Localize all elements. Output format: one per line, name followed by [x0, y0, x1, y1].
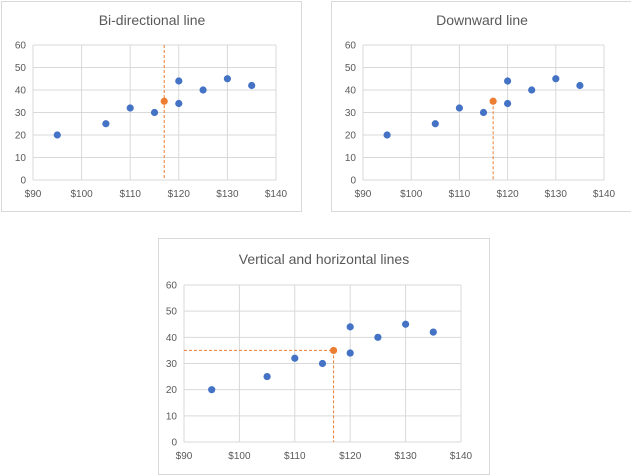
- data-point: [150, 108, 159, 117]
- data-point: [175, 99, 183, 108]
- y-tick-label: 40: [345, 86, 357, 97]
- data-point: [126, 104, 134, 112]
- y-tick-label: 10: [166, 411, 178, 422]
- data-point: [346, 323, 354, 331]
- x-tick-label: $120: [168, 189, 191, 200]
- data-point: [263, 372, 271, 381]
- chart-svg: Vertical and horizontal lines 0 10 20 30 40 50…: [166, 251, 473, 462]
- y-tick-label: 30: [166, 359, 178, 370]
- x-tick-label: $90: [176, 451, 193, 462]
- data-point: [504, 77, 512, 85]
- data-point: [402, 320, 410, 328]
- x-tick-label: $130: [394, 451, 417, 462]
- data-point: [552, 75, 560, 83]
- data-point: [528, 86, 536, 94]
- x-tick-label: $110: [284, 451, 306, 462]
- chart-svg: Bi-directional line 0 10 20 30 40 50 60 $90 $100 $…: [15, 12, 288, 200]
- data-point: [455, 104, 463, 112]
- y-tick-label: 50: [166, 307, 178, 318]
- y-tick-label: 10: [15, 153, 27, 164]
- y-tick-label: 0: [171, 438, 177, 449]
- data-point: [504, 99, 512, 108]
- x-tick-label: $110: [119, 189, 141, 200]
- x-tick-label: $90: [25, 189, 42, 200]
- data-point: [576, 81, 584, 90]
- y-tick-label: 50: [15, 63, 27, 74]
- x-tick-label: $140: [265, 189, 288, 200]
- x-tick-label: $100: [400, 189, 423, 200]
- y-tick-label: 60: [345, 41, 357, 52]
- data-point: [102, 120, 110, 128]
- x-tick-label: $140: [593, 189, 616, 200]
- data-point: [291, 354, 299, 362]
- chart-vertical-horizontal: Vertical and horizontal lines 0 10 20 30 40 50…: [158, 238, 490, 475]
- x-tick-label: $90: [355, 189, 372, 200]
- x-tick-label: $130: [545, 189, 568, 200]
- highlight-point: [160, 97, 168, 105]
- chart-title: Vertical and horizontal lines: [239, 251, 409, 267]
- highlight-point: [329, 346, 338, 355]
- x-tick-label: $100: [70, 189, 93, 200]
- chart-title: Downward line: [436, 12, 528, 28]
- data-point: [383, 131, 391, 139]
- data-point: [429, 328, 437, 336]
- y-tick-label: 20: [15, 131, 27, 142]
- y-tick-label: 0: [350, 176, 356, 187]
- chart-svg: Downward line 0 10 20 30 40 50 60 $90 $100 $110 $12…: [345, 12, 616, 200]
- highlight-point: [489, 97, 497, 105]
- data-point: [175, 77, 183, 85]
- y-tick-label: 40: [15, 86, 27, 97]
- y-tick-label: 30: [345, 108, 357, 119]
- y-tick-label: 10: [345, 153, 357, 164]
- y-tick-label: 20: [345, 131, 357, 142]
- data-point: [346, 349, 354, 357]
- data-point: [208, 386, 216, 394]
- y-tick-label: 60: [15, 41, 27, 52]
- y-tick-label: 40: [166, 333, 178, 344]
- y-tick-label: 50: [345, 63, 357, 74]
- y-tick-label: 0: [20, 176, 26, 187]
- data-point: [479, 108, 488, 117]
- x-tick-label: $100: [228, 451, 251, 462]
- chart-downward: Downward line 0 10 20 30 40 50 60 $90 $100 $110 $12…: [331, 1, 631, 212]
- x-tick-label: $140: [450, 451, 473, 462]
- data-point: [248, 81, 256, 90]
- data-point: [223, 75, 231, 83]
- y-tick-label: 60: [166, 281, 178, 292]
- x-tick-label: $120: [496, 189, 519, 200]
- data-point: [199, 86, 207, 94]
- x-tick-label: $110: [449, 189, 471, 200]
- x-tick-label: $130: [216, 189, 239, 200]
- y-tick-label: 20: [166, 385, 178, 396]
- data-point: [318, 359, 327, 368]
- data-point: [431, 120, 439, 128]
- chart-title: Bi-directional line: [99, 12, 206, 28]
- data-point: [53, 131, 61, 139]
- y-tick-label: 30: [15, 108, 27, 119]
- x-tick-label: $120: [339, 451, 362, 462]
- data-point: [374, 333, 382, 341]
- chart-bi-directional: Bi-directional line 0 10 20 30 40 50 60 $90 $100 $…: [1, 1, 302, 212]
